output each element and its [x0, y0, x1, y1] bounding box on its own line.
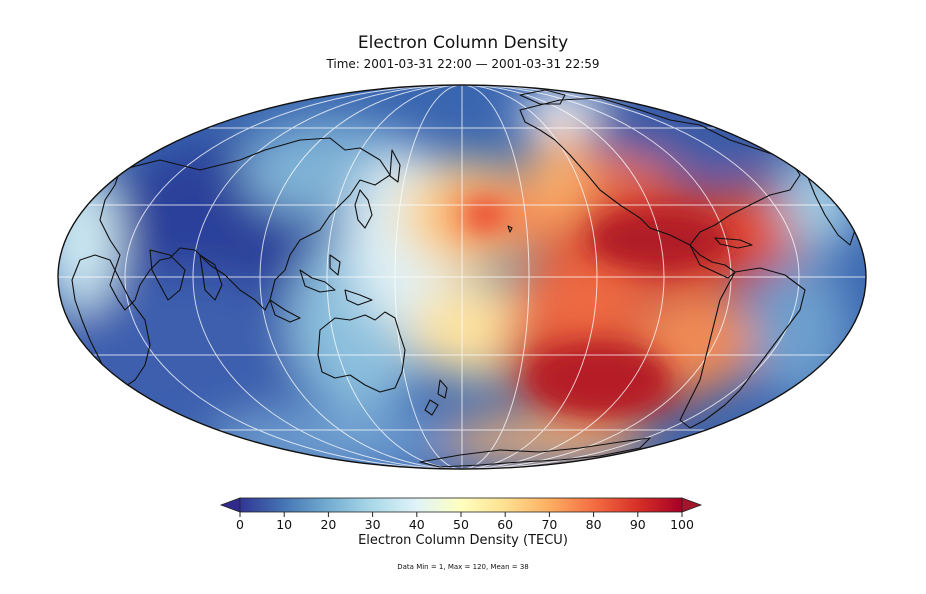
- data-stats: Data Min = 1, Max = 120, Mean = 38: [397, 563, 529, 571]
- colorbar: 0 10 20 30 40 50 60 70 80 90 100: [219, 497, 703, 532]
- globe-outline: [57, 84, 867, 470]
- colorbar-max-extend-arrow: [681, 497, 703, 513]
- colorbar-tick-label: 80: [586, 517, 602, 532]
- colorbar-tick-label: 10: [276, 517, 292, 532]
- colorbar-tick-label: 100: [670, 517, 694, 532]
- colorbar-tick-label: 20: [320, 517, 336, 532]
- colorbar-tick-label: 70: [541, 517, 557, 532]
- colorbar-tick-label: 60: [497, 517, 513, 532]
- time-subtitle: Time: 2001-03-31 22:00 — 2001-03-31 22:5…: [326, 57, 600, 71]
- colorbar-tick-label: 30: [365, 517, 381, 532]
- colorbar-ticks: 0 10 20 30 40 50 60 70 80 90 100: [236, 512, 694, 532]
- colorbar-min-extend-arrow: [219, 497, 241, 513]
- density-field: [58, 85, 866, 469]
- colorbar-tick-label: 50: [453, 517, 469, 532]
- colorbar-gradient: [239, 497, 683, 513]
- plot-title: Electron Column Density: [357, 33, 569, 53]
- colorbar-tick-label: 40: [409, 517, 425, 532]
- colorbar-tick-label: 0: [236, 517, 244, 532]
- colorbar-label: Electron Column Density (TECU): [358, 533, 568, 548]
- coastlines: [71, 85, 856, 468]
- colorbar-tick-label: 90: [630, 517, 646, 532]
